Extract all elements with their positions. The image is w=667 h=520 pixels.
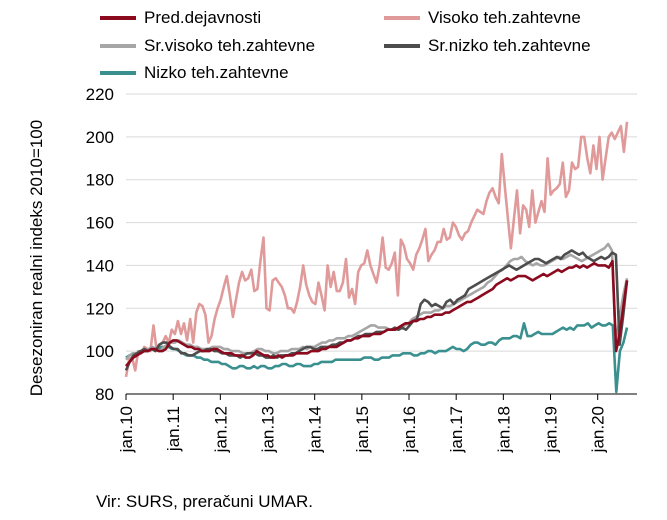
legend-label: Nizko teh.zahtevne <box>144 63 289 82</box>
x-tick-label: jan.19 <box>542 406 561 453</box>
x-tick-label: jan.10 <box>117 406 136 453</box>
x-tick-label: jan.11 <box>164 406 183 452</box>
x-axis <box>125 393 637 400</box>
legend-label: Sr.visoko teh.zahtevne <box>144 36 316 55</box>
y-tick-label: 160 <box>86 214 114 233</box>
plot-area <box>124 121 629 394</box>
x-tick-label: jan.14 <box>306 406 325 453</box>
legend-swatch <box>384 44 420 48</box>
x-tick-label: jan.20 <box>589 406 608 453</box>
legend-label: Pred.dejavnosti <box>144 8 262 27</box>
legend-label: Sr.nizko teh.zahtevne <box>428 36 591 55</box>
legend-swatch <box>384 16 420 20</box>
x-tick-label: jan.15 <box>353 406 372 453</box>
x-tick-label: jan.18 <box>494 406 513 453</box>
y-tick-label: 140 <box>86 256 114 275</box>
legend-swatch <box>100 71 136 75</box>
y-tick-label: 220 <box>86 85 114 104</box>
x-tick-label: jan.13 <box>259 406 278 453</box>
y-axis-label: Desezoniran realni indeks 2010=100 <box>27 119 46 397</box>
legend-label: Visoko teh.zahtevne <box>428 8 581 27</box>
series-line-0 <box>125 259 629 367</box>
gridlines <box>126 93 637 352</box>
series-line-1 <box>124 121 629 378</box>
x-tick-label: jan.17 <box>447 406 466 453</box>
y-tick-label: 120 <box>86 299 114 318</box>
series-line-3 <box>124 249 629 371</box>
x-axis-tick-labels: jan.10 jan.11 jan.12 jan.13 jan.14 jan.15 jan.… <box>117 406 608 453</box>
series-line-4 <box>125 321 629 394</box>
legend: Pred.dejavnosti Visoko teh.zahtevne Sr.v… <box>0 0 667 90</box>
legend-swatch <box>100 16 136 20</box>
y-tick-label: 200 <box>86 128 114 147</box>
x-tick-label: jan.12 <box>211 406 230 453</box>
y-tick-label: 100 <box>86 342 114 361</box>
source-note: Vir: SURS, preračuni UMAR. <box>96 492 313 511</box>
y-tick-label: 180 <box>86 171 114 190</box>
y-axis-tick-labels: 80 100 120 140 160 180 200 220 <box>86 85 114 404</box>
x-tick-label: jan.16 <box>400 406 419 453</box>
y-tick-label: 80 <box>95 385 114 404</box>
legend-swatch <box>100 44 136 48</box>
series-line-2 <box>125 242 629 361</box>
